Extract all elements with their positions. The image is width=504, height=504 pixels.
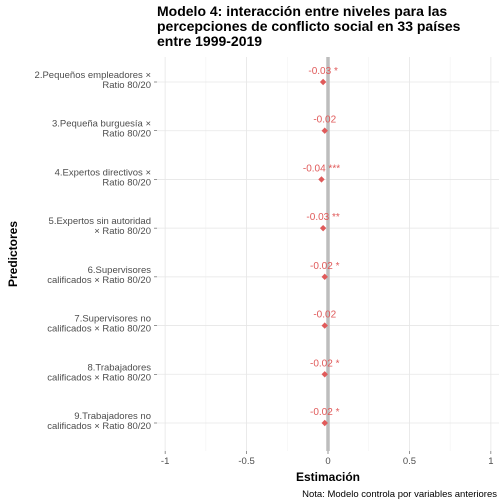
x-tick-label: -1 [161, 456, 169, 467]
estimate-label: -0.02 * [310, 407, 340, 418]
estimate-point [318, 176, 325, 183]
estimate-point [321, 371, 328, 378]
caption-note: Nota: Modelo controla por variables ante… [302, 489, 497, 500]
x-axis-ticks: -1 -0.5 0 0.5 1 [161, 451, 494, 467]
x-tick-label: 0.5 [403, 456, 416, 467]
x-tick-label: 0 [325, 456, 330, 467]
estimate-label: -0.02 * [310, 358, 340, 369]
y-tick-label: 9.Trabajadores no calificados × Ratio 80/… [47, 411, 151, 432]
data-labels: -0.03 * -0.02 -0.04 *** -0.03 ** -0.02 * -0.0… [303, 66, 340, 418]
estimate-point [321, 127, 328, 134]
y-tick-label: 5.Expertos sin autoridad × Ratio 80/20 [49, 216, 151, 237]
estimate-label: -0.02 * [310, 261, 340, 272]
chart-title: Modelo 4: interacción entre niveles para… [157, 3, 461, 49]
y-axis-title: Predictores [6, 221, 20, 287]
estimate-point [319, 78, 327, 86]
y-tick-label: 7.Supervisores no calificados × Ratio 80/… [47, 314, 151, 335]
data-points [318, 78, 328, 427]
x-tick-label: 1 [488, 456, 493, 467]
y-tick-label: 4.Expertos directivos × Ratio 80/20 [55, 167, 151, 188]
estimate-label: -0.02 [313, 115, 336, 126]
title-line: Modelo 4: interacción entre niveles para… [157, 3, 447, 19]
estimate-point [321, 419, 328, 427]
estimate-label: -0.02 [313, 310, 336, 321]
estimate-label: -0.04 *** [303, 163, 340, 174]
estimate-label: -0.03 * [308, 66, 338, 77]
y-tick-label: 3.Pequeña burguesía × Ratio 80/20 [52, 119, 151, 140]
x-tick-label: -0.5 [238, 456, 254, 467]
title-line: entre 1999-2019 [157, 33, 262, 49]
estimate-point [321, 273, 328, 281]
title-line: percepciones de conflicto social en 33 p… [157, 18, 461, 34]
x-axis-title: Estimación [296, 470, 360, 484]
y-tick-label: 8.Trabajadores calificados × Ratio 80/20 [47, 362, 151, 383]
y-tick-label: 2.Pequeños empleadores × Ratio 80/20 [35, 70, 151, 91]
y-axis-ticks: 2.Pequeños empleadores × Ratio 80/20 3.Peq… [35, 70, 157, 432]
estimate-label: -0.03 ** [306, 212, 339, 223]
y-tick-label: 6.Supervisores calificados × Ratio 80/20 [47, 265, 151, 286]
estimate-point [321, 322, 328, 329]
estimate-point [319, 224, 327, 232]
